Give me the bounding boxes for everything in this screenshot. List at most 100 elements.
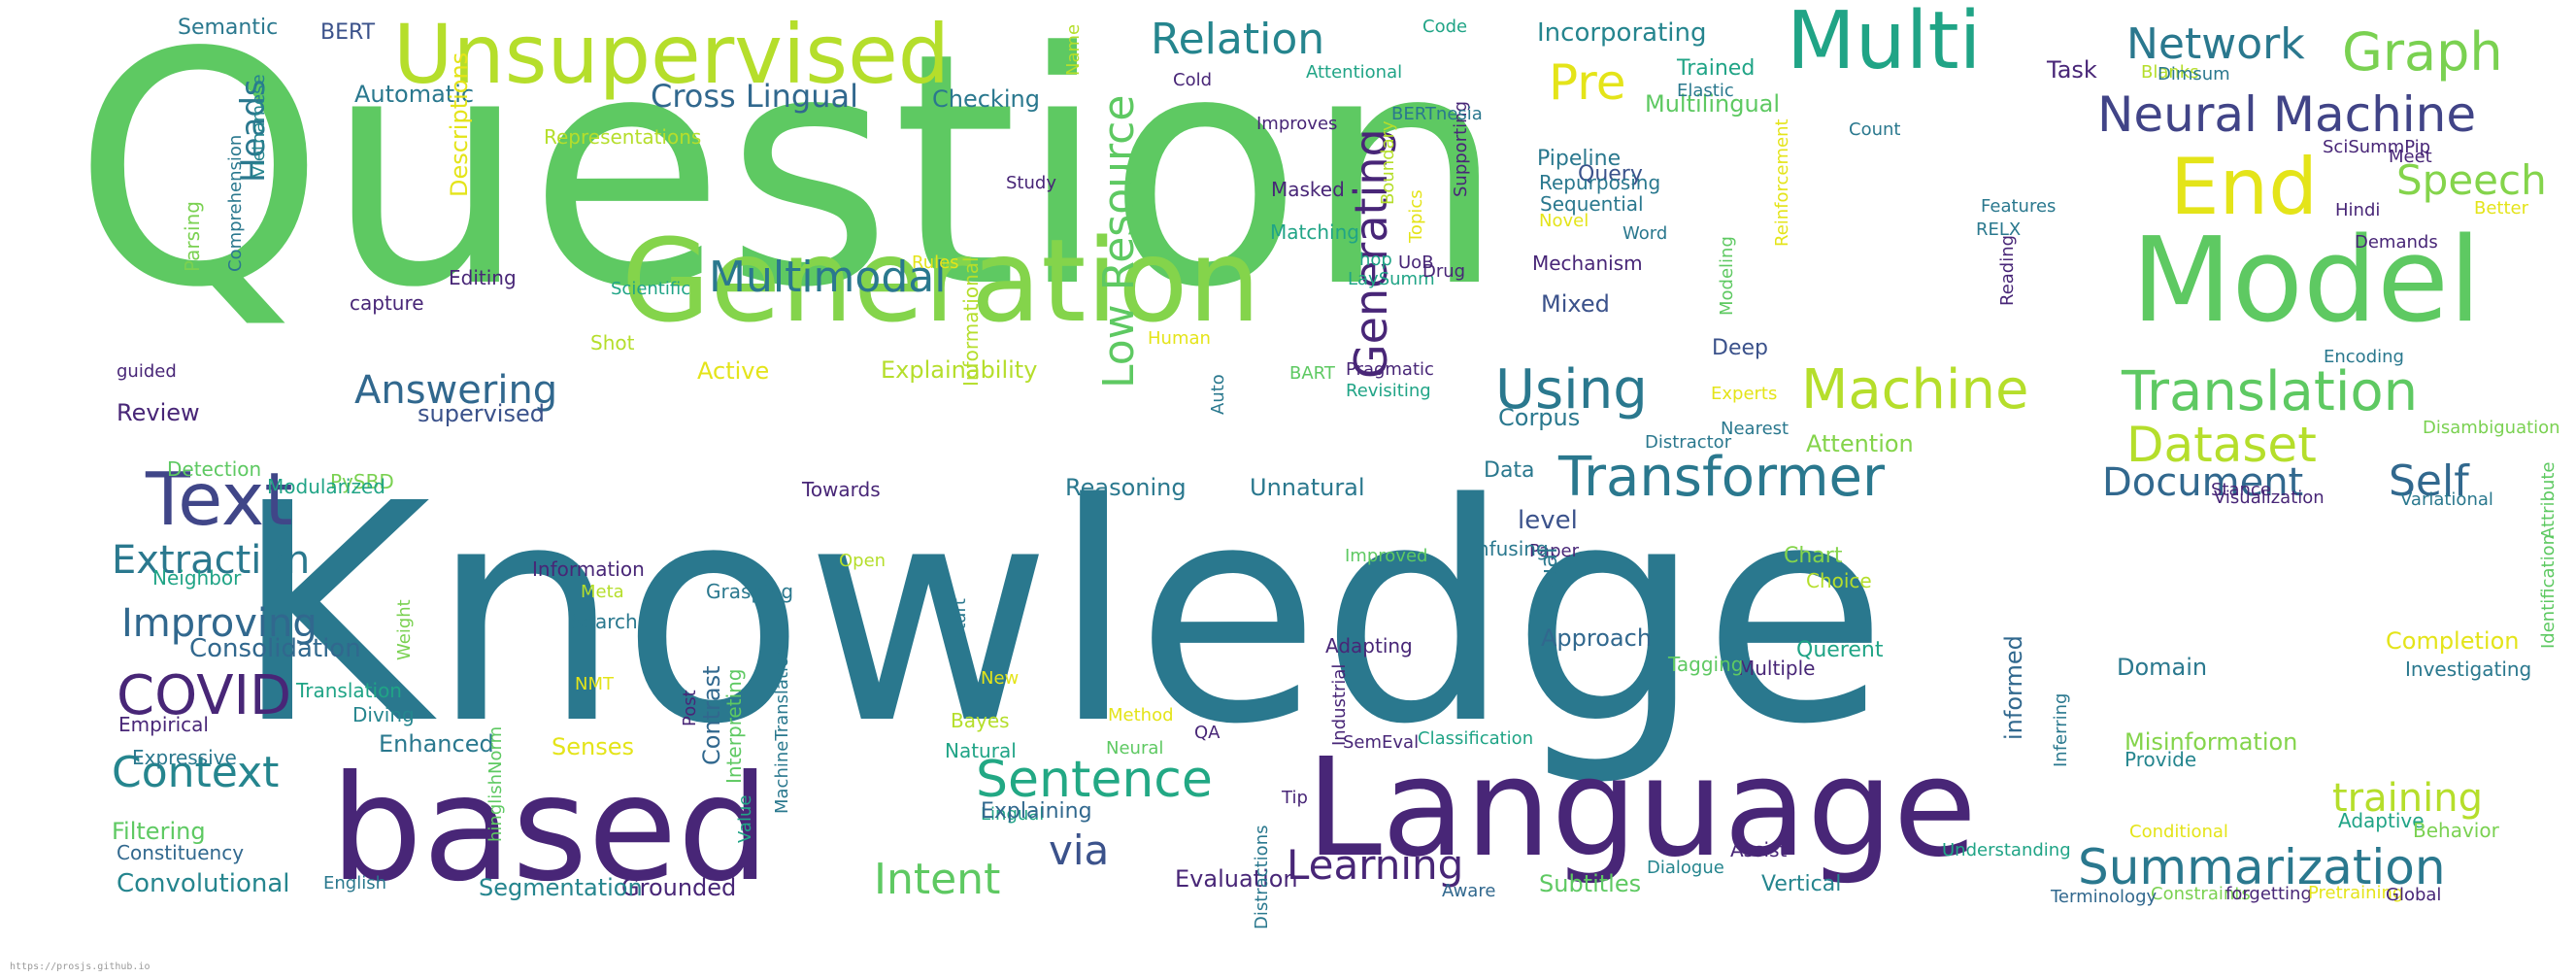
word-adapting: Adapting — [1325, 634, 1413, 658]
word-terminology: Terminology — [2050, 887, 2157, 907]
word-task: Task — [2046, 56, 2097, 84]
word-empirical: Empirical — [118, 713, 209, 736]
word-sentence: Sentence — [976, 751, 1213, 809]
word-attention: Attention — [1806, 430, 1914, 457]
word-supporting: Supporting — [1451, 101, 1471, 197]
word-meet: Meet — [2389, 147, 2432, 167]
word-machinetranslation: MachineTranslation — [772, 646, 792, 814]
word-adaptive: Adaptive — [2338, 809, 2425, 832]
word-understanding: Understanding — [1942, 840, 2071, 860]
word-vertical: Vertical — [1761, 872, 1841, 896]
word-towards: Towards — [801, 478, 881, 501]
word-incorporating: Incorporating — [1537, 18, 1706, 48]
word-study: Study — [1006, 173, 1056, 193]
word-information: Information — [532, 557, 645, 581]
word-domain: Domain — [2117, 654, 2207, 681]
word-descriptions: Descriptions — [446, 52, 473, 197]
word-bayes: Bayes — [951, 709, 1010, 732]
word-multiple: Multiple — [1738, 657, 1815, 680]
word-reading: Reading — [1997, 235, 2018, 306]
word-mechanism: Mechanism — [1532, 252, 1643, 275]
word-topics: Topics — [1406, 189, 1426, 244]
word-attribute: Attribute — [2538, 462, 2559, 539]
word-convolutional: Convolutional — [117, 869, 290, 898]
word-unnatural: Unnatural — [1250, 474, 1365, 501]
word-vietnamese: Vietnamese — [249, 74, 269, 178]
word-evaluation: Evaluation — [1175, 865, 1298, 893]
word-bertnesia: BERTnesia — [1391, 104, 1483, 124]
word-contrast: Contrast — [698, 665, 725, 765]
word-using: Using — [1495, 358, 1648, 422]
word-stance: Stance — [2211, 480, 2271, 500]
word-scisummpip: SciSummPip — [2323, 137, 2430, 157]
word-provide: Provide — [2124, 748, 2196, 771]
word-visual: Visual — [1535, 547, 1562, 617]
word-count: Count — [1849, 119, 1900, 140]
word-comprehension: Comprehension — [225, 135, 246, 272]
word-encoding: Encoding — [2324, 347, 2404, 367]
word-enhanced: Enhanced — [379, 730, 494, 758]
word-improving: Improving — [121, 601, 318, 646]
word-corpus: Corpus — [1498, 404, 1580, 431]
word-semeval: SemEval — [1343, 732, 1419, 753]
word-investigating: Investigating — [2405, 658, 2531, 681]
word-mixed: Mixed — [1541, 290, 1610, 318]
word-deep: Deep — [1712, 336, 1768, 360]
word-misinformation: Misinformation — [2124, 728, 2297, 756]
word-constraints: Constraints — [2151, 884, 2251, 904]
word-chart: Chart — [1784, 544, 1843, 568]
word-explaining: Explaining — [981, 799, 1092, 824]
word-better: Better — [2474, 198, 2529, 219]
word-natural: Natural — [945, 739, 1017, 762]
word-variational: Variational — [2400, 489, 2493, 510]
word-knowledge: Knowledge — [233, 440, 1888, 791]
word-grasping: Grasping — [706, 580, 793, 603]
word-classification: Classification — [1418, 728, 1533, 749]
word-constituency: Constituency — [117, 841, 244, 864]
word-shot: Shot — [590, 331, 635, 354]
word-editing: Editing — [449, 266, 517, 289]
word-search: Search — [571, 610, 638, 633]
word-model: Model — [2131, 214, 2481, 349]
word-review: Review — [117, 399, 200, 426]
word-covid: COVID — [117, 664, 291, 727]
word-improves: Improves — [1256, 114, 1337, 134]
word-consolidation: Consolidation — [189, 634, 361, 663]
word-graph: Graph — [2342, 21, 2503, 83]
word-infusing: Infusing — [1471, 537, 1549, 560]
word-matching: Matching — [1270, 220, 1359, 244]
word-pragmatic: Pragmatic — [1346, 359, 1434, 380]
word-identification: Identification — [2538, 534, 2559, 649]
word-scientific: Scientific — [611, 279, 690, 299]
word-supervised: supervised — [418, 400, 545, 427]
word-summarization: Summarization — [2078, 839, 2446, 895]
word-novel: Novel — [1539, 211, 1589, 231]
word-open: Open — [839, 551, 886, 571]
word-cross-lingual: Cross Lingual — [651, 78, 858, 115]
word-multimodal: Multimodal — [709, 253, 946, 302]
word-pipeline: Pipeline — [1537, 147, 1621, 171]
word-tagging: Tagging — [1667, 653, 1743, 676]
word-word: Word — [1623, 223, 1667, 244]
word-choice: Choice — [1806, 569, 1872, 592]
word-industrial: Industrial — [1329, 664, 1350, 746]
word-experts: Experts — [1711, 384, 1777, 404]
word-uob: UoB — [1398, 253, 1434, 273]
word-demands: Demands — [2355, 232, 2438, 253]
word-meta: Meta — [581, 582, 624, 602]
word-generating: Generating — [1345, 128, 1397, 379]
word-trained: Trained — [1676, 56, 1755, 81]
word-value: Value — [735, 795, 755, 843]
word-active: Active — [697, 357, 769, 385]
word-masked: Masked — [1271, 178, 1345, 201]
word-answering: Answering — [354, 368, 557, 413]
word-blanks: Blanks — [2141, 62, 2199, 83]
word-querent: Querent — [1796, 638, 1884, 662]
word-based: based — [330, 745, 770, 914]
word-start: start — [950, 598, 970, 639]
word-level: level — [1518, 506, 1578, 535]
word-improved: Improved — [1345, 546, 1427, 566]
word-interpreting: Interpreting — [722, 669, 746, 785]
word-visualization: Visualization — [2214, 488, 2325, 508]
